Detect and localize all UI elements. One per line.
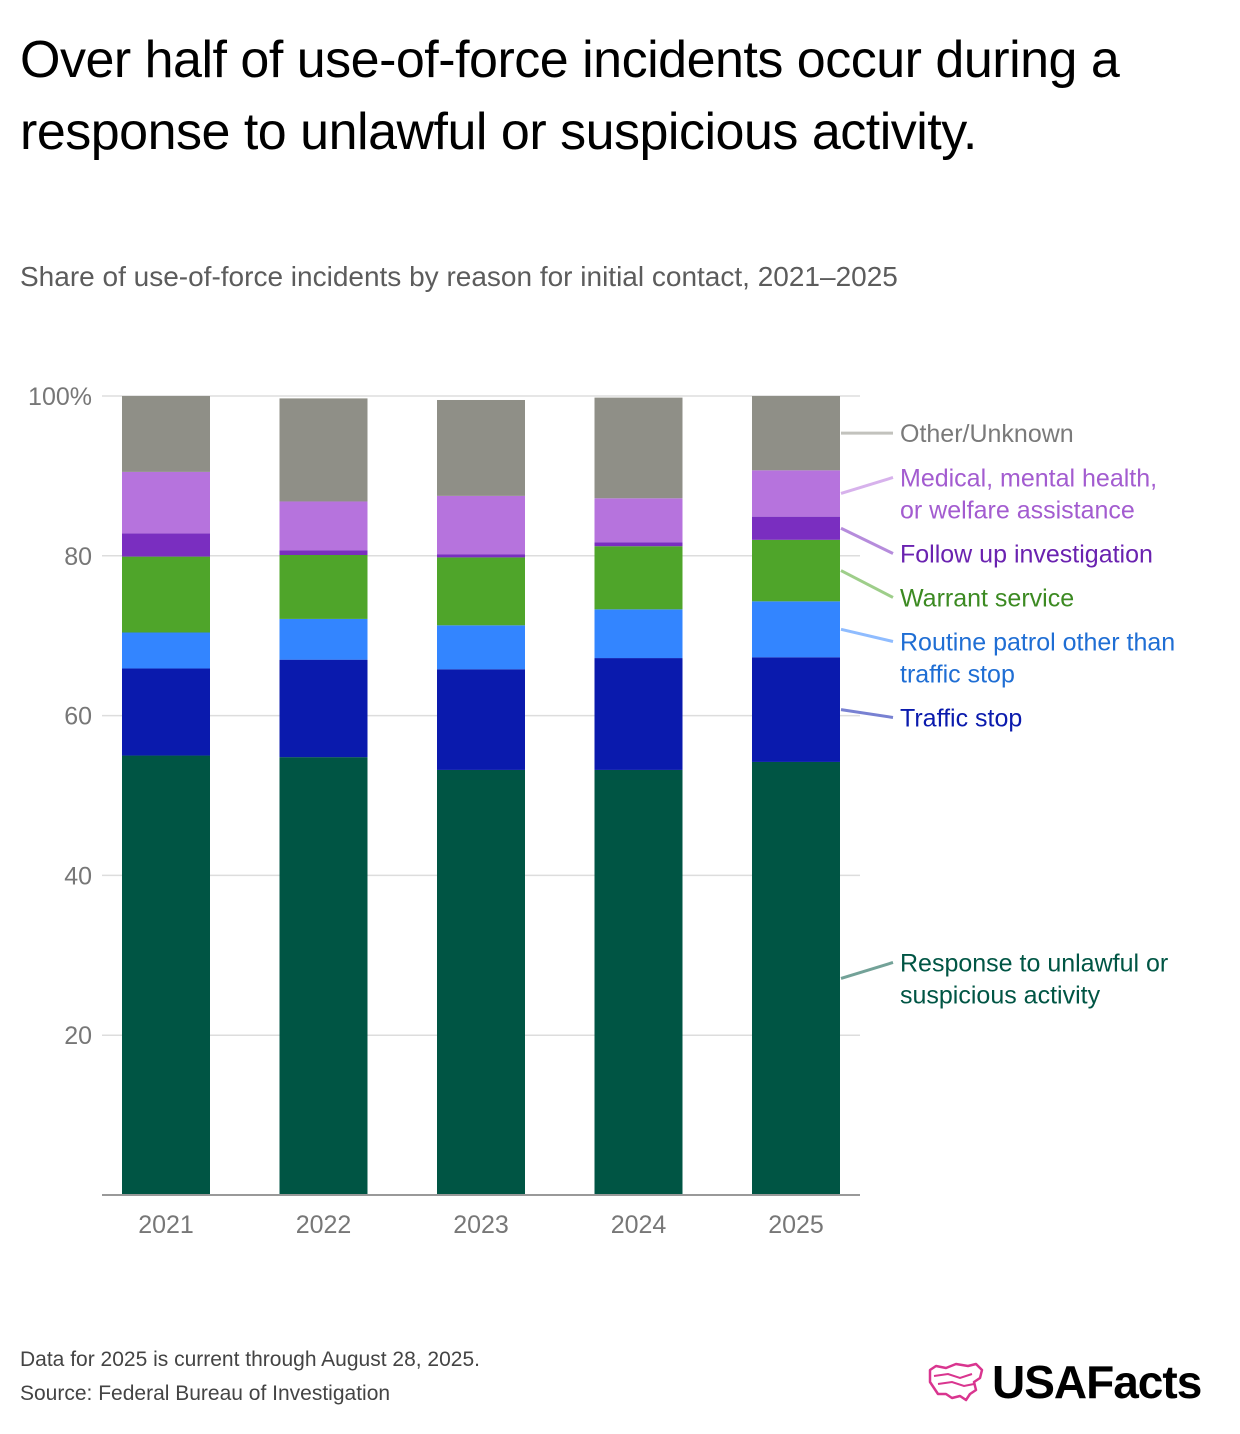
bar-segment [752, 470, 840, 517]
bar-segment [437, 557, 525, 626]
bar-segment [437, 399, 525, 496]
bar-segment [122, 632, 210, 669]
bar-segment [279, 550, 368, 556]
bar-segment [752, 539, 840, 602]
y-tick-label: 60 [64, 703, 92, 731]
bar-segment [437, 769, 525, 1195]
bar-segment [437, 669, 525, 770]
bar-segment [437, 554, 525, 558]
bar-segment [594, 609, 683, 659]
series-label: Follow up investigation [900, 540, 1153, 568]
series-label: Other/Unknown [900, 420, 1074, 448]
y-tick-label: 100% [28, 383, 92, 411]
bar-segment [122, 556, 210, 633]
usafacts-logo[interactable]: USAFacts [926, 1352, 1226, 1412]
bar-segment [279, 659, 368, 758]
bars [122, 396, 840, 1195]
x-tick-label: 2023 [453, 1211, 509, 1239]
series-label: Medical, mental health, or welfare assist… [900, 464, 1157, 524]
data-note: Data for 2025 is current through August … [20, 1348, 480, 1371]
y-tick-label: 20 [64, 1022, 92, 1050]
label-leader-line [840, 526, 894, 555]
bar-segment [752, 516, 840, 540]
bar-segment [752, 396, 840, 471]
series-label: Traffic stop [900, 704, 1022, 732]
series-label: Response to unlawful or suspicious activi… [900, 949, 1168, 1009]
bar-segment [752, 657, 840, 762]
bar-segment [594, 658, 683, 770]
label-leader-line [840, 708, 894, 719]
label-leader-line [840, 569, 894, 599]
bar-segment [122, 668, 210, 756]
bar-segment [752, 761, 840, 1195]
bar-segment [122, 533, 210, 557]
bar-segment [437, 625, 525, 670]
usafacts-map-logo-icon [928, 1362, 984, 1402]
chart-title: Over half of use-of-force incidents occu… [20, 31, 1120, 161]
bar-segment [279, 618, 368, 660]
x-tick-label: 2025 [768, 1211, 824, 1239]
y-tick-label: 40 [64, 862, 92, 890]
bar-segment [594, 546, 683, 610]
bar-segment [752, 601, 840, 658]
axes: 20 40 60 80 100% 2021 2022 2023 2024 2025 [28, 383, 860, 1239]
label-leader-line [840, 961, 894, 980]
bar-segment [594, 769, 683, 1195]
x-tick-label: 2024 [611, 1211, 667, 1239]
logo-text: USAFacts [992, 1356, 1202, 1408]
series-labels: Other/Unknown Medical, mental health, or w… [840, 420, 1175, 1009]
bar-segment [279, 555, 368, 619]
series-label: Routine patrol other than traffic stop [900, 628, 1175, 688]
x-tick-label: 2021 [138, 1211, 194, 1239]
series-label: Warrant service [900, 584, 1074, 612]
source-note: Source: Federal Bureau of Investigation [20, 1382, 391, 1405]
bar-segment [437, 495, 525, 555]
chart-subtitle: Share of use-of-force incidents by reaso… [20, 261, 898, 292]
bar-segment [594, 397, 683, 499]
bar-segment [594, 498, 683, 543]
bar-segment [594, 542, 683, 547]
y-tick-label: 80 [64, 543, 92, 571]
bar-segment [279, 398, 368, 502]
bar-segment [122, 396, 210, 472]
bar-segment [122, 471, 210, 534]
label-leader-line [840, 476, 894, 495]
stacked-bar-chart: 20 40 60 80 100% 2021 2022 2023 2024 2025 Other/U… [28, 383, 1175, 1239]
bar-segment [279, 501, 368, 551]
x-tick-label: 2022 [296, 1211, 352, 1239]
label-leader-line [840, 627, 894, 643]
bar-segment [279, 757, 368, 1195]
bar-segment [122, 755, 210, 1195]
